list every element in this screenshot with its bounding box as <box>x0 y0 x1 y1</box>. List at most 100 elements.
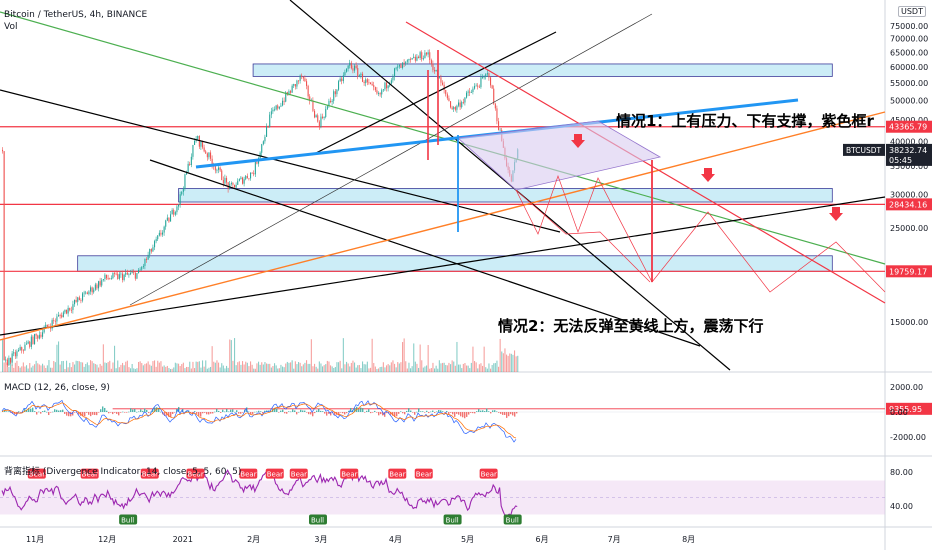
macd-histogram-bar <box>400 411 402 412</box>
volume-bar <box>411 366 413 372</box>
price-tag <box>886 120 932 133</box>
macd-histogram-bar <box>418 408 420 412</box>
candle-body <box>165 220 167 227</box>
candle-body <box>182 189 184 192</box>
volume-bar <box>355 367 357 372</box>
volume-bar <box>27 368 29 372</box>
macd-histogram-bar <box>210 412 212 414</box>
bear-signal-label: Bear <box>267 471 283 479</box>
volume-bar <box>389 365 391 372</box>
volume-bar <box>406 368 408 372</box>
macd-histogram-bar <box>120 412 122 413</box>
volume-bar <box>174 362 176 372</box>
volume-bar <box>82 362 84 372</box>
candle-body <box>357 68 359 77</box>
candle-body <box>349 62 351 66</box>
volume-bar <box>339 360 341 372</box>
candle-body <box>253 173 255 175</box>
volume-bar <box>138 362 140 372</box>
volume-bar <box>317 368 319 372</box>
volume-bar <box>253 368 255 372</box>
candle-body <box>85 292 87 294</box>
volume-bar <box>123 365 125 372</box>
candle-body <box>285 92 287 102</box>
macd-histogram-bar <box>44 410 46 412</box>
candle-body <box>478 86 480 88</box>
volume-bar <box>429 368 431 372</box>
volume-bar <box>478 364 480 372</box>
candle-body <box>54 320 56 322</box>
bull-signal-label: Bull <box>446 517 459 525</box>
candle-body <box>29 341 31 347</box>
macd-histogram-bar <box>300 409 302 412</box>
macd-histogram-bar <box>92 412 94 415</box>
candle-body <box>109 278 111 280</box>
candle-body <box>390 80 392 84</box>
volume-bar <box>446 365 448 372</box>
macd-histogram-bar <box>504 412 506 415</box>
candle-body <box>480 77 482 88</box>
candle-body <box>277 105 279 109</box>
macd-histogram-bar <box>490 412 492 414</box>
volume-bar <box>72 362 74 372</box>
candle-body <box>365 79 367 84</box>
volume-bar <box>51 367 53 372</box>
time-tick-label: 2月 <box>247 535 260 544</box>
orange-trend-line <box>0 111 886 341</box>
macd-histogram-bar <box>154 407 156 412</box>
volume-bar <box>466 365 468 372</box>
volume-bar <box>272 365 274 372</box>
price-tick-label: 40000.00 <box>890 138 928 147</box>
macd-histogram-bar <box>10 412 12 413</box>
volume-bar <box>488 363 490 372</box>
volume-bar <box>142 365 144 372</box>
candle-body <box>445 89 447 95</box>
candle-body <box>336 89 338 95</box>
macd-histogram-bar <box>110 412 112 413</box>
macd-histogram-bar <box>496 411 498 413</box>
volume-bar <box>22 362 24 372</box>
candle-body <box>139 269 141 271</box>
macd-histogram-bar <box>494 410 496 412</box>
volume-bar <box>338 362 340 372</box>
volume-bar <box>192 361 194 372</box>
macd-histogram-bar <box>458 412 460 415</box>
candle-body <box>302 76 304 79</box>
candle-body <box>282 100 284 106</box>
candle-body <box>405 61 407 64</box>
candle-body <box>278 106 280 109</box>
candle-body <box>283 100 285 102</box>
macd-histogram-bar <box>508 412 510 417</box>
black-trend-line <box>149 159 701 347</box>
red-trend-line <box>405 21 886 304</box>
candle-body <box>232 183 234 185</box>
candle-body <box>86 292 88 295</box>
time-tick-label: 6月 <box>536 535 549 544</box>
candle-body <box>488 73 490 78</box>
volume-bar <box>331 366 333 372</box>
volume-bar <box>440 363 442 372</box>
candle-body <box>98 281 100 289</box>
volume-bar <box>360 368 362 372</box>
currency-button[interactable]: USDT <box>898 6 926 17</box>
volume-bar <box>474 361 476 372</box>
candle-body <box>411 57 413 60</box>
volume-bar <box>45 368 47 372</box>
candle-body <box>42 332 44 337</box>
macd-histogram-bar <box>138 411 140 413</box>
candle-body <box>307 85 309 97</box>
volume-bar <box>469 368 471 372</box>
macd-histogram-bar <box>86 412 88 413</box>
volume-bar <box>43 365 45 372</box>
macd-histogram-bar <box>370 412 372 414</box>
volume-bar <box>354 362 356 372</box>
volume-bar <box>266 363 268 372</box>
volume-bar <box>59 364 61 372</box>
candle-body <box>125 272 127 275</box>
macd-histogram-bar <box>290 411 292 413</box>
candle-body <box>450 101 452 108</box>
macd-histogram-bar <box>46 411 48 413</box>
macd-histogram-bar <box>98 412 100 413</box>
